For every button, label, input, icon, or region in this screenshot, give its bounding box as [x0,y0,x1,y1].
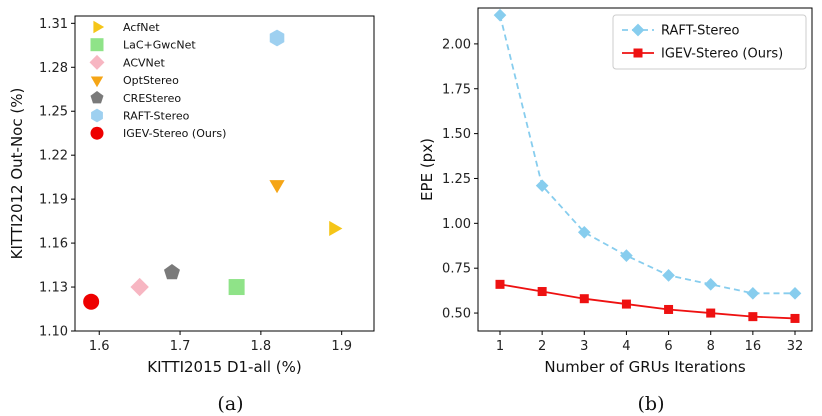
chart-a-y-tick-label: 1.16 [39,237,68,252]
chart-b-point-igev-stereo-ours [537,287,547,297]
chart-a-legend-marker-lac-gwcnet [90,38,104,52]
chart-a-legend-label: ACVNet [123,56,166,69]
chart-b-legend-label: IGEV-Stereo (Ours) [661,47,783,62]
chart-b-y-tick-label: 1.00 [442,217,471,232]
chart-a-y-tick-label: 1.13 [39,281,68,296]
chart-a-legend-label: CREStereo [123,92,181,105]
chart-b-y-tick-label: 0.75 [442,262,471,277]
chart-a-x-tick-label: 1.6 [89,339,110,354]
chart-a-point-raft-stereo [269,29,285,47]
chart-b-x-tick-label: 8 [707,339,715,354]
chart-a-legend-marker-crestereo [90,90,104,104]
chart-a-y-tick-label: 1.28 [39,61,68,76]
chart-b-legend: RAFT-Stereo IGEV-Stereo (Ours) [612,14,807,70]
chart-a-legend-marker-raft-stereo [91,108,103,123]
chart-b-legend-marker-raft-stereo [631,23,645,37]
chart-a-x-tick-label: 1.8 [251,339,272,354]
chart-b-x-tick-label: 32 [787,339,804,354]
chart-b-y-tick-label: 2.00 [442,37,471,52]
chart-b-point-igev-stereo-ours [664,304,674,314]
chart-a-legend-label: IGEV-Stereo (Ours) [123,127,226,140]
chart-a-legend-marker-acvnet [89,54,105,70]
chart-b-point-raft-stereo [788,286,802,300]
chart-a-legend-label: LaC+GwcNet [123,39,196,52]
chart-a-legend-label: RAFT-Stereo [123,110,190,123]
chart-a-x-tick-label: 1.9 [331,339,352,354]
chart-a-x-axis-label: KITTI2015 D1-all (%) [147,358,301,376]
chart-a-y-tick-label: 1.10 [39,325,68,340]
chart-b-point-raft-stereo [493,8,507,22]
chart-a-legend-marker-optstereo [90,76,104,88]
chart-b-x-tick-label: 3 [580,339,588,354]
chart-b-x-tick-label: 16 [745,339,762,354]
chart-b-y-tick-label: 0.50 [442,307,471,322]
chart-a-point-optstereo [269,180,285,194]
chart-a-point-acvnet [130,277,149,297]
chart-a-y-tick-label: 1.31 [39,17,68,32]
chart-b-point-igev-stereo-ours [579,294,589,304]
chart-b-point-raft-stereo [662,269,675,282]
chart-b-y-axis-label: EPE (px) [418,138,436,201]
chart-b-point-igev-stereo-ours [706,308,716,318]
chart-b-x-tick-label: 6 [664,339,672,354]
chart-a-legend-marker-acfnet [93,20,105,34]
chart-b-point-igev-stereo-ours [495,279,505,289]
chart-a-point-igev-stereo-ours [83,293,100,310]
chart-a-point-lac-gwcnet [228,279,245,296]
chart-b-y-tick-label: 1.25 [442,172,471,187]
chart-b-line-raft-stereo [499,14,795,295]
chart-b-point-raft-stereo [577,225,591,239]
chart-b-x-axis-label: Number of GRUs Iterations [544,358,745,376]
chart-a-y-tick-label: 1.22 [39,149,68,164]
chart-b-point-raft-stereo [746,286,760,300]
chart-b-y-tick-label: 1.50 [442,127,471,142]
chart-b-legend-marker-igev-stereo-ours [633,48,643,58]
chart-a-legend-marker-igev-stereo-ours [90,126,104,140]
chart-b-point-igev-stereo-ours [748,312,758,322]
chart-b-point-raft-stereo [620,249,633,262]
chart-b: 1 2 3 4 6 8 16 32 0.50 0.75 1.00 1.25 1.50 1.75 2.00 Nu… [418,7,813,415]
chart-a-caption: (a) [217,393,243,415]
chart-a-y-tick-label: 1.19 [39,193,68,208]
chart-b-x-tick-label: 4 [622,339,630,354]
chart-b-point-raft-stereo [535,179,549,192]
chart-a-legend-label: OptStereo [123,74,179,87]
chart-b-legend-label: RAFT-Stereo [661,24,739,39]
chart-a-point-crestereo [163,264,180,280]
chart-b-point-igev-stereo-ours [790,313,800,323]
chart-a-y-axis-label: KITTI2012 Out-Noc (%) [8,88,26,260]
chart-b-x-tick-label: 1 [496,339,504,354]
chart-b-point-raft-stereo [704,278,718,291]
chart-a-x-tick-label: 1.7 [170,339,191,354]
chart-b-point-igev-stereo-ours [621,299,631,309]
chart-b-frame [477,7,813,332]
chart-a-frame [74,15,375,332]
chart-b-caption: (b) [638,393,665,415]
chart-a-legend: AcfNet LaC+GwcNet ACVNet OptStereo CREStereo… [89,20,226,140]
chart-b-x-tick-label: 2 [538,339,546,354]
chart-b-y-tick-label: 1.75 [442,82,471,97]
chart-a-y-tick-label: 1.25 [39,105,68,120]
chart-a: 1.6 1.7 1.8 1.9 1.10 1.13 1.16 1.19 1.22 1.25 1.28… [8,15,375,415]
chart-a-point-acfnet [329,220,343,237]
chart-b-line-igev-stereo-ours [499,283,796,320]
chart-b-legend-box [612,14,807,70]
chart-a-legend-label: AcfNet [123,21,160,34]
